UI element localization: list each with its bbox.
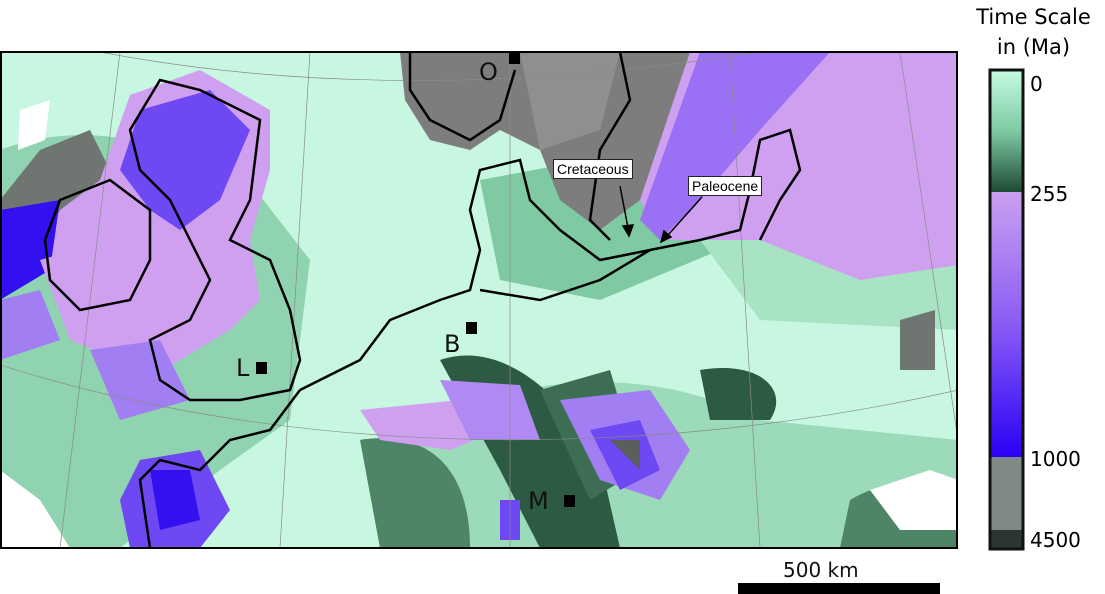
marker-label-m: M xyxy=(528,487,549,515)
legend-tick-4500: 4500 xyxy=(1030,528,1081,552)
colorbar-segment-4500 xyxy=(991,530,1022,548)
marker-label-o: O xyxy=(479,58,498,86)
marker-label-l: L xyxy=(236,354,250,382)
marker-square-o xyxy=(509,52,520,64)
marker-square-l xyxy=(256,362,267,374)
legend-title: Time Scale in (Ma) xyxy=(962,2,1105,62)
legend-tick-0: 0 xyxy=(1030,72,1043,96)
scale-bar xyxy=(738,583,940,594)
callout-cretaceous: Cretaceous xyxy=(553,159,633,179)
coastlines xyxy=(43,52,802,548)
colorbar-segment-255-1000 xyxy=(991,192,1022,457)
scale-bar-label: 500 km xyxy=(783,558,859,582)
map-frame xyxy=(0,51,958,549)
marker-label-b: B xyxy=(444,330,461,358)
paleocene-arrow xyxy=(667,196,703,236)
colorbar-segment-0-255 xyxy=(991,71,1022,192)
colorbar-segment-1000-4500 xyxy=(991,457,1022,530)
time-scale-colorbar xyxy=(988,68,1025,551)
marker-square-m xyxy=(564,495,575,507)
legend-tick-1000: 1000 xyxy=(1030,447,1081,471)
callout-paleocene: Paleocene xyxy=(688,176,763,196)
legend-tick-255: 255 xyxy=(1030,182,1069,206)
cretaceous-arrow xyxy=(619,185,629,229)
legend-title-line1: Time Scale xyxy=(976,5,1091,29)
legend-title-line2: in (Ma) xyxy=(996,35,1071,59)
marker-square-b xyxy=(466,322,477,334)
map-area xyxy=(1,52,957,548)
